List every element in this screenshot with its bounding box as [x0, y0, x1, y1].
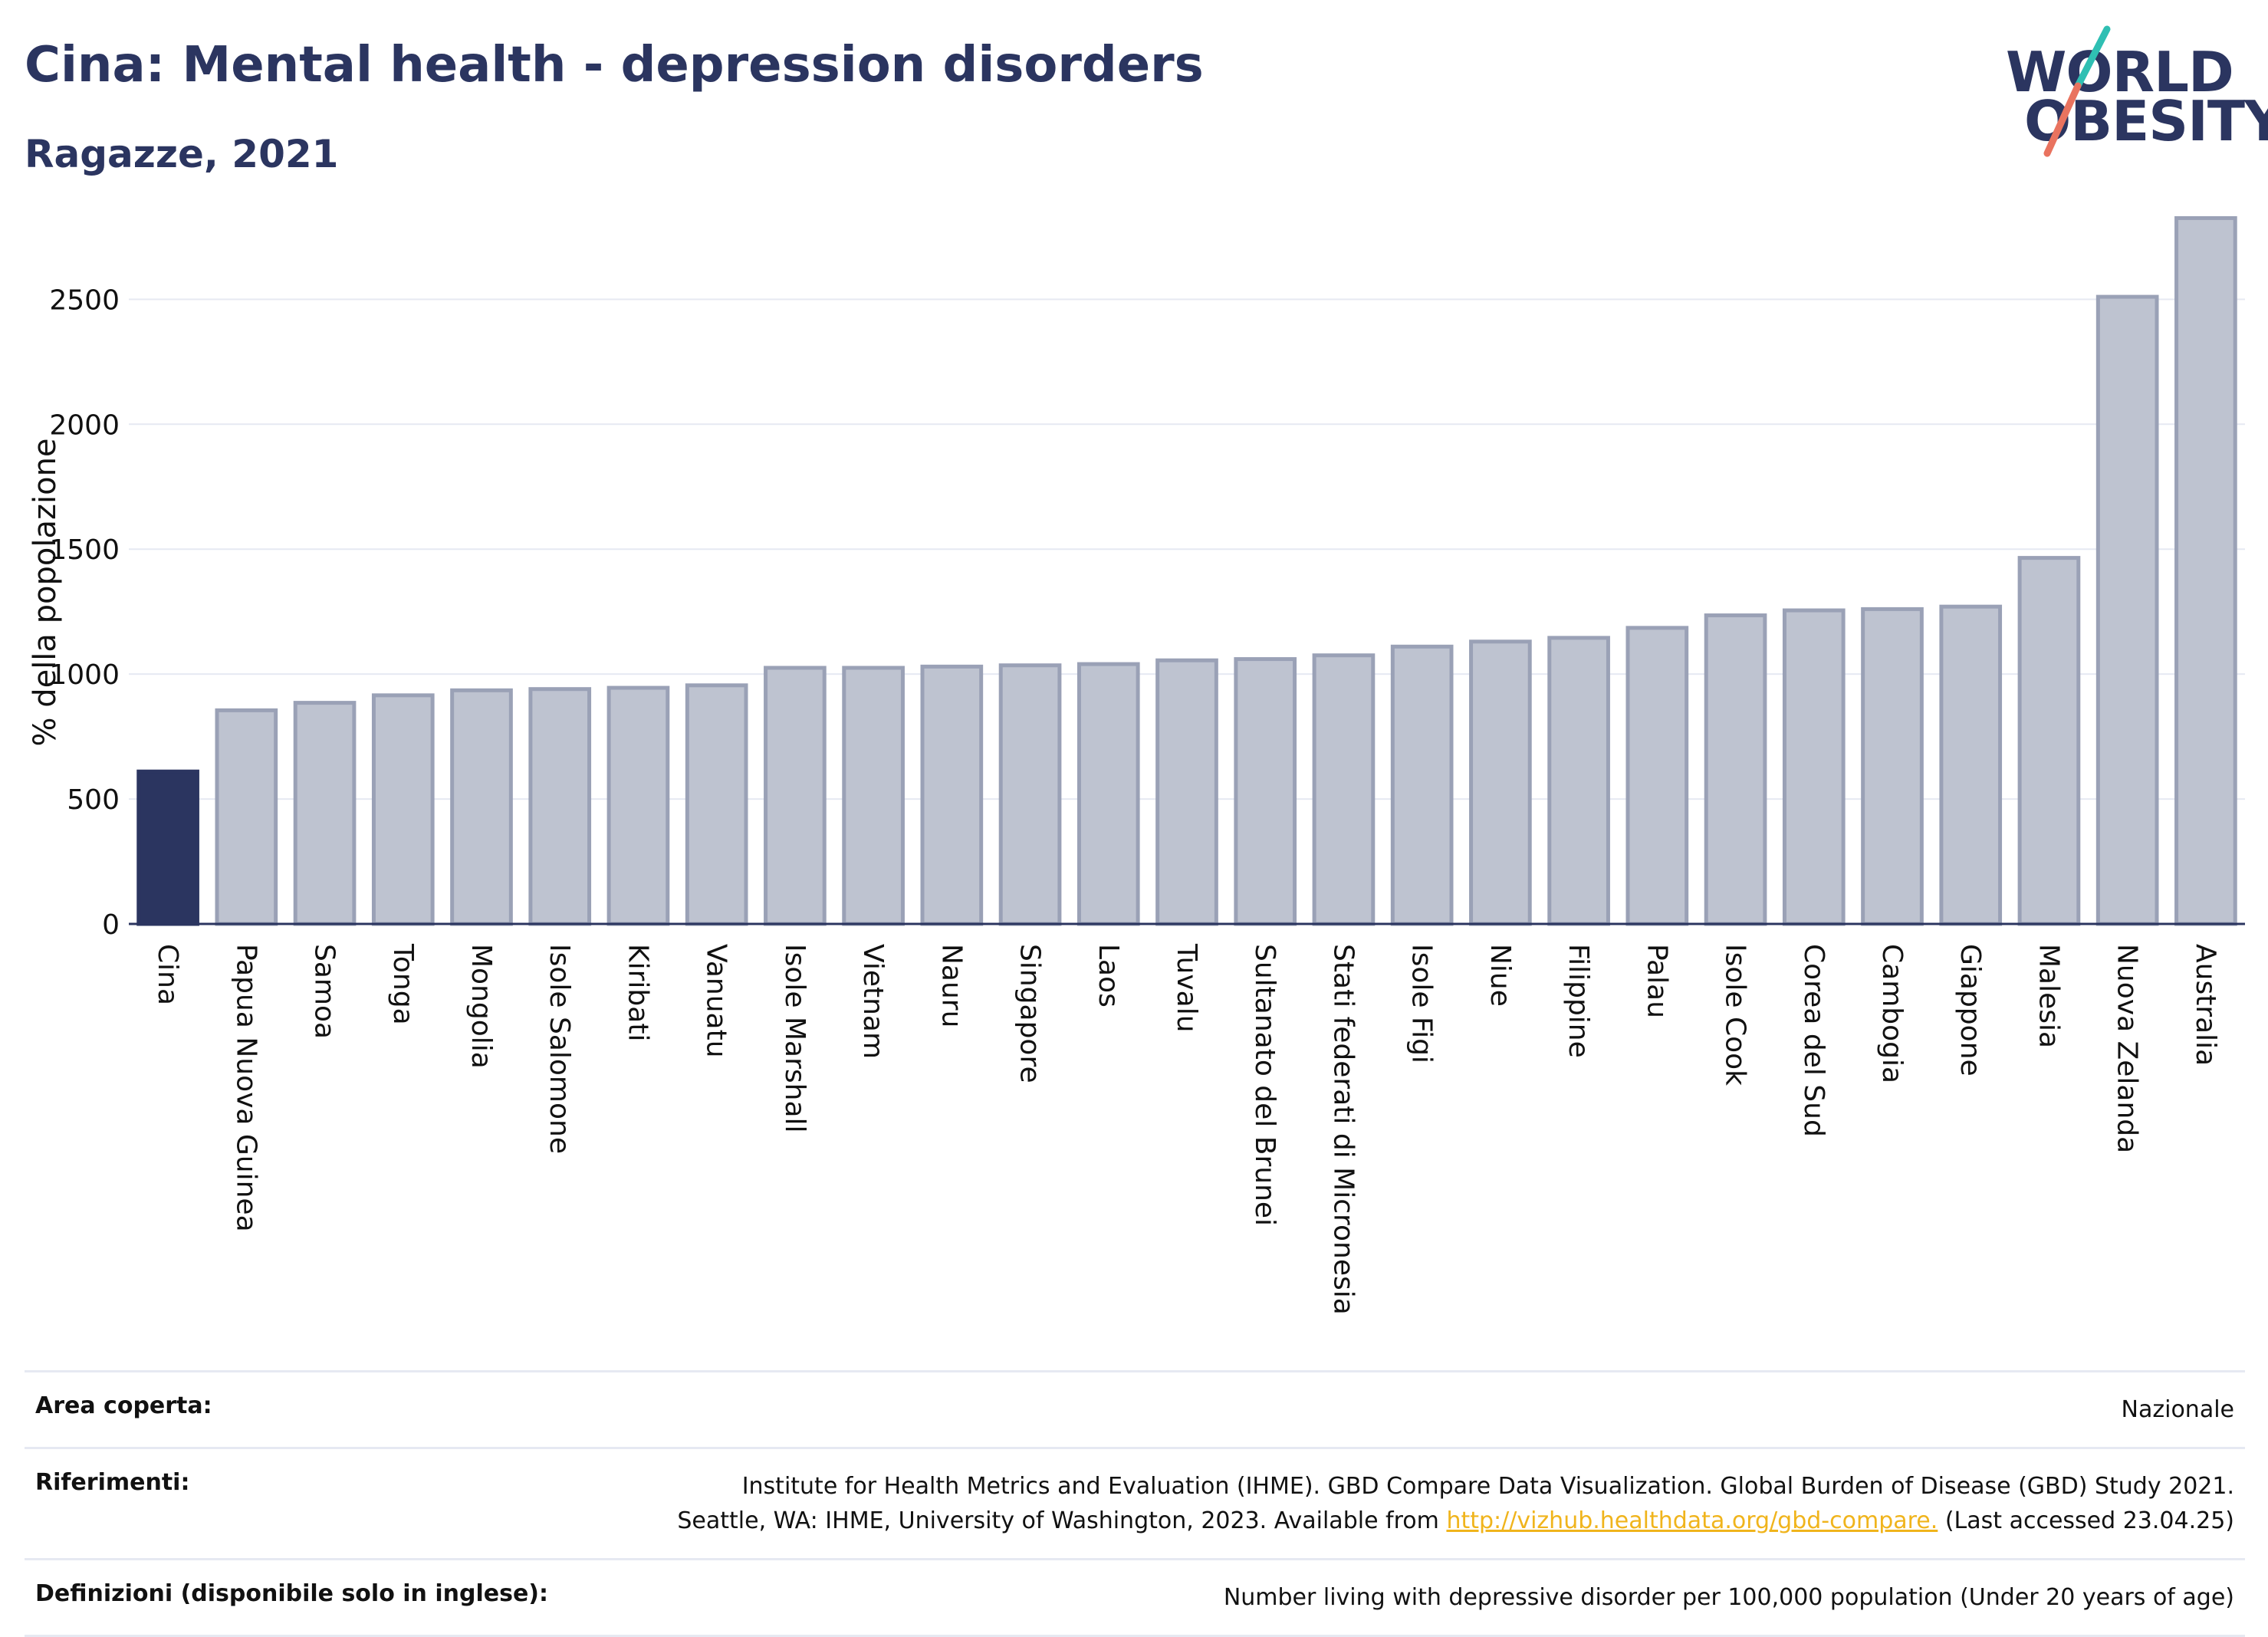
bar	[136, 769, 199, 926]
bar-chart: 0 500 1000 1500 2000 2500 Cina Papua Nuova Gui…	[28, 215, 2245, 1315]
bar	[1861, 606, 1924, 926]
bar	[1939, 604, 2003, 926]
bar	[1547, 636, 1610, 926]
bar	[1390, 644, 1454, 926]
x-tick-label: Vietnam	[857, 944, 889, 1059]
x-tick-label: Isole Marshall	[779, 944, 810, 1133]
bar	[215, 708, 278, 926]
x-tick-label: Tuvalu	[1171, 943, 1202, 1033]
footer-row-references: Riferimenti: Institute for Health Metric…	[25, 1447, 2245, 1558]
x-tick-label: Papua Nuova Guinea	[230, 944, 261, 1232]
x-tick-label: Samoa	[309, 944, 340, 1039]
x-tick-label: Isole Salomone	[544, 944, 575, 1154]
chart-title: Cina: Mental health - depression disorde…	[25, 37, 1204, 94]
bar	[1312, 653, 1376, 926]
bar	[920, 664, 984, 926]
x-tick-label: Singapore	[1014, 944, 1046, 1083]
x-tick-label: Nauru	[935, 944, 967, 1027]
bar	[450, 688, 513, 926]
bar	[1469, 639, 1532, 926]
x-tick-label: Nuova Zelanda	[2112, 944, 2143, 1153]
references-line2-pre: Seattle, WA: IHME, University of Washing…	[677, 1507, 1439, 1534]
logo-slash-icon	[2043, 25, 2111, 157]
bars	[136, 215, 2237, 926]
x-tick-label: Kiribati	[622, 944, 653, 1041]
y-tick-label: 0	[102, 909, 120, 941]
bar	[606, 685, 670, 926]
x-tick-label: Malesia	[2033, 944, 2064, 1048]
x-tick-label: Sultanato del Brunei	[1249, 944, 1280, 1226]
y-tick-label: 1500	[49, 534, 120, 566]
x-tick-label: Vanuatu	[701, 944, 732, 1058]
bar	[528, 687, 592, 926]
bar	[685, 683, 748, 926]
x-tick-label: Filippine	[1563, 944, 1594, 1058]
x-tick-label: Cambogia	[1876, 944, 1908, 1083]
x-tick-label: Australia	[2190, 944, 2221, 1066]
y-tick-label: 2500	[49, 284, 120, 316]
x-axis-labels: Cina Papua Nuova Guinea Samoa Tonga Mongolia…	[152, 943, 2221, 1315]
references-label: Riferimenti:	[35, 1469, 190, 1496]
x-tick-label: Mongolia	[465, 944, 497, 1069]
x-tick-label: Corea del Sud	[1798, 944, 1829, 1137]
bar	[1155, 658, 1218, 926]
bar	[1704, 613, 1767, 926]
x-tick-label: Laos	[1093, 944, 1124, 1008]
x-tick-label: Isole Cook	[1720, 944, 1751, 1086]
bar	[764, 666, 827, 926]
bar	[998, 663, 1062, 926]
bar	[2174, 215, 2237, 926]
y-axis-ticks: 0 500 1000 1500 2000 2500	[49, 284, 120, 941]
bar	[1782, 608, 1846, 926]
references-line1: Institute for Health Metrics and Evaluat…	[741, 1473, 2234, 1500]
gbd-compare-link[interactable]: http://vizhub.healthdata.org/gbd-compare…	[1446, 1507, 1938, 1534]
bar	[1076, 662, 1140, 926]
x-tick-label: Niue	[1484, 944, 1516, 1007]
logo-line1: WORLD	[2006, 40, 2234, 104]
x-tick-label: Isole Figi	[1406, 944, 1438, 1063]
area-label: Area coperta:	[35, 1392, 212, 1419]
footer-row-area: Area coperta: Nazionale	[25, 1370, 2245, 1447]
world-obesity-logo: WORLD OBESITY	[2001, 23, 2268, 161]
bar	[1625, 626, 1689, 926]
definitions-label: Definizioni (disponibile solo in inglese…	[35, 1580, 548, 1607]
area-value: Nazionale	[2121, 1396, 2234, 1423]
x-tick-label: Cina	[152, 944, 183, 1005]
references-line2-post: (Last accessed 23.04.25)	[1944, 1507, 2234, 1534]
y-axis-label: % della popolazione	[28, 438, 63, 746]
x-tick-label: Palau	[1641, 944, 1672, 1018]
x-tick-label: Tonga	[387, 943, 419, 1025]
x-tick-label: Stati federati di Micronesia	[1327, 944, 1359, 1315]
references-value: Institute for Health Metrics and Evaluat…	[677, 1469, 2234, 1538]
bar	[2017, 556, 2081, 926]
footer-row-definitions: Definizioni (disponibile solo in inglese…	[25, 1558, 2245, 1637]
y-tick-label: 1000	[49, 659, 120, 691]
chart-footer: Area coperta: Nazionale Riferimenti: Ins…	[25, 1370, 2245, 1637]
chart-subtitle: Ragazze, 2021	[25, 132, 339, 176]
bar	[1234, 657, 1297, 926]
bar	[371, 693, 435, 926]
bar	[293, 701, 357, 926]
bar	[842, 666, 905, 926]
y-tick-label: 2000	[49, 409, 120, 441]
bar	[2095, 294, 2159, 926]
y-tick-label: 500	[67, 784, 120, 816]
definitions-value: Number living with depressive disorder p…	[1223, 1584, 2234, 1611]
x-tick-label: Giappone	[1954, 944, 1986, 1077]
